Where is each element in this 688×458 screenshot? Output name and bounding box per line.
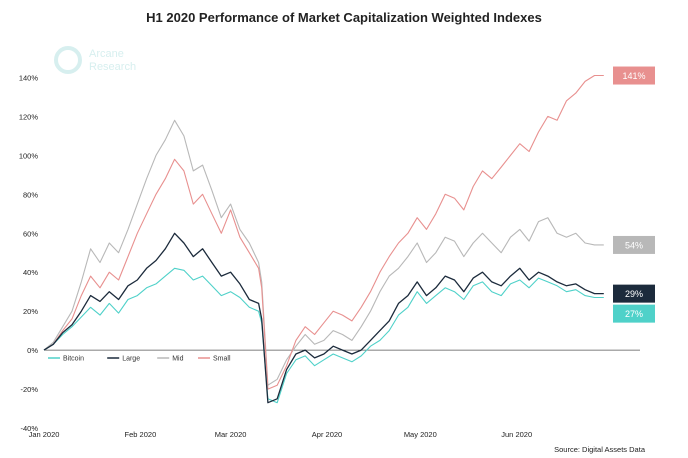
arcane-logo-icon [54,46,82,74]
end-badge-label: 27% [625,309,643,319]
legend-item-large: Large [107,356,140,363]
end-badge-label: 29% [625,289,643,299]
arcane-research-watermark: Arcane Research [54,46,136,74]
y-tick-label: 0% [27,346,38,355]
end-badge-box [613,235,655,254]
chart-title: H1 2020 Performance of Market Capitaliza… [146,10,542,25]
x-axis-ticks: Jan 2020 Feb 2020 Mar 2020 Apr 2020 May 2020… [29,430,533,439]
watermark-line-2: Research [89,61,136,73]
source-note: Source: Digital Assets Data [554,445,646,454]
y-tick-label: 60% [23,229,38,238]
end-value-badges: 141% 54% 29% 27% [613,66,655,323]
legend-item-small: Small [198,356,231,363]
y-axis-ticks: -40% -20% 0% 20% 40% 60% 80% 100% 120% 140% [19,73,39,433]
y-tick-label: 40% [23,268,38,277]
end-badge-large: 29% [613,284,655,303]
legend-item-mid: Mid [157,356,184,363]
legend: Bitcoin Large Mid Small [48,356,231,363]
series-layer [43,74,604,404]
end-badge-mid: 54% [613,235,655,254]
x-tick-label: Jun 2020 [501,430,532,439]
end-badge-box [613,304,655,323]
end-badge-label: 54% [625,240,643,250]
y-tick-label: 20% [23,307,38,316]
x-tick-label: Apr 2020 [312,430,342,439]
end-badge-bitcoin: 27% [613,304,655,323]
legend-label: Small [213,356,231,363]
legend-label: Large [122,356,140,363]
x-tick-label: Mar 2020 [215,430,247,439]
end-badge-small: 141% [613,66,655,85]
legend-label: Mid [172,356,183,363]
y-tick-label: -20% [20,385,38,394]
end-badge-box [613,284,655,303]
x-tick-label: Jan 2020 [29,430,60,439]
series-line-bitcoin [43,267,604,404]
x-tick-label: May 2020 [404,430,437,439]
watermark-line-1: Arcane [89,48,124,60]
series-line-small [43,74,604,390]
y-tick-label: 80% [23,190,38,199]
legend-label: Bitcoin [63,356,84,363]
y-tick-label: 100% [19,151,39,160]
series-line-large [43,232,604,404]
y-tick-label: 140% [19,73,39,82]
y-tick-label: 120% [19,112,39,121]
legend-item-bitcoin: Bitcoin [48,356,84,363]
series-line-mid [43,119,604,386]
x-tick-label: Feb 2020 [125,430,157,439]
y-tick-label: -40% [20,424,38,433]
end-badge-label: 141% [622,71,645,81]
end-badge-box [613,66,655,85]
